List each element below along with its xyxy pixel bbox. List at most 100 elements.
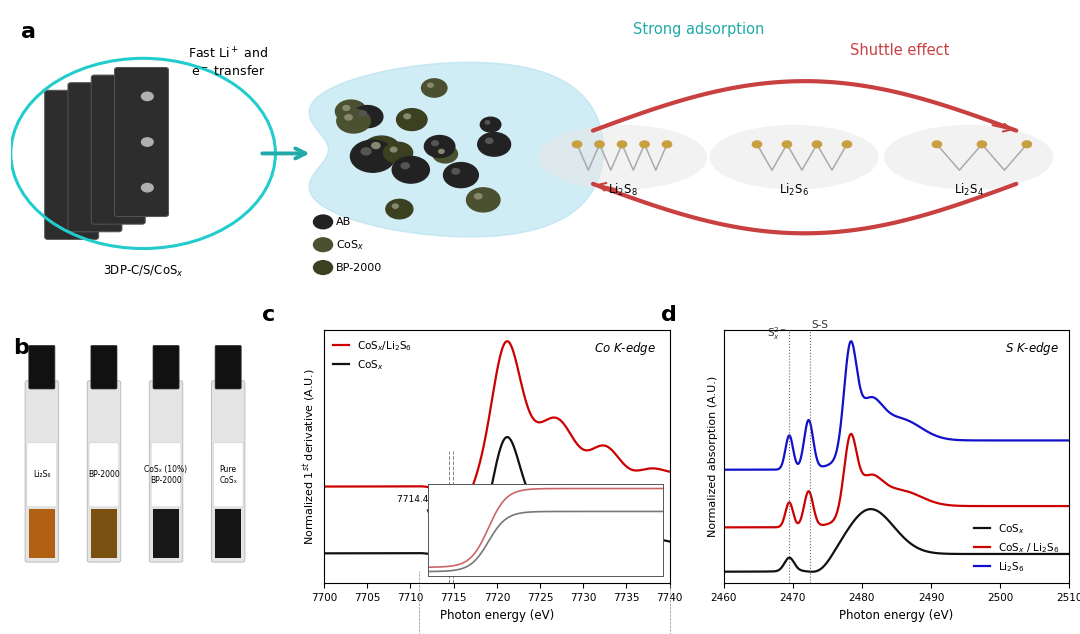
Line: CoS$_x$/Li$_2$S$_6$: CoS$_x$/Li$_2$S$_6$	[324, 341, 678, 510]
CoS$_x$	[501, 433, 514, 441]
FancyBboxPatch shape	[213, 443, 243, 507]
Circle shape	[1022, 141, 1031, 148]
Line: CoS$_x$: CoS$_x$	[724, 509, 1076, 572]
Circle shape	[451, 169, 460, 174]
Circle shape	[313, 215, 333, 229]
CoS$_x$ / Li$_2$S$_6$	[717, 524, 730, 531]
Circle shape	[392, 157, 430, 183]
CoS$_x$	[864, 505, 877, 513]
Bar	[29, 509, 55, 558]
CoS$_x$ / Li$_2$S$_6$	[845, 430, 858, 437]
Circle shape	[662, 141, 672, 148]
CoS$_x$/Li$_2$S$_6$	[357, 482, 370, 490]
Circle shape	[141, 92, 153, 101]
Ellipse shape	[538, 125, 707, 190]
Text: S$_x^{2-}$: S$_x^{2-}$	[767, 325, 787, 342]
Circle shape	[118, 100, 130, 108]
Text: AB: AB	[336, 217, 351, 227]
Circle shape	[361, 148, 372, 155]
CoS$_x$	[806, 568, 819, 576]
CoS$_x$ / Li$_2$S$_6$	[1069, 502, 1080, 510]
Circle shape	[118, 191, 130, 200]
FancyBboxPatch shape	[68, 82, 122, 232]
X-axis label: Photon energy (eV): Photon energy (eV)	[839, 609, 954, 621]
Circle shape	[372, 143, 380, 148]
Circle shape	[618, 141, 626, 148]
Circle shape	[467, 188, 500, 212]
CoS$_x$/Li$_2$S$_6$	[501, 337, 514, 345]
Li$_2$S$_6$	[1041, 437, 1054, 444]
CoS$_x$/Li$_2$S$_6$	[469, 474, 482, 482]
Circle shape	[141, 183, 153, 192]
Circle shape	[383, 142, 413, 163]
CoS$_x$	[973, 550, 986, 558]
Circle shape	[396, 108, 427, 131]
Legend: CoS$_x$/Li$_2$S$_6$, CoS$_x$: CoS$_x$/Li$_2$S$_6$, CoS$_x$	[329, 335, 417, 376]
CoS$_x$ / Li$_2$S$_6$	[865, 470, 878, 478]
Circle shape	[485, 120, 489, 124]
Text: d: d	[661, 304, 677, 325]
Li$_2$S$_6$	[865, 393, 878, 401]
Text: CoS$_x$: CoS$_x$	[336, 238, 364, 252]
Circle shape	[639, 141, 649, 148]
FancyBboxPatch shape	[91, 346, 117, 389]
CoS$_x$/Li$_2$S$_6$	[379, 482, 392, 490]
Li$_2$S$_6$	[717, 466, 730, 474]
X-axis label: Photon energy (eV): Photon energy (eV)	[440, 609, 554, 621]
CoS$_x$	[868, 506, 881, 514]
CoS$_x$	[885, 520, 897, 527]
Circle shape	[977, 141, 986, 148]
Bar	[153, 509, 179, 558]
Ellipse shape	[885, 125, 1053, 190]
Y-axis label: Normalized 1$^{st}$ derivative (A.U.): Normalized 1$^{st}$ derivative (A.U.)	[301, 368, 319, 545]
Li$_2$S$_6$	[885, 410, 897, 418]
Circle shape	[932, 141, 942, 148]
FancyBboxPatch shape	[29, 346, 55, 389]
Text: CoSₓ (10%)
BP-2000: CoSₓ (10%) BP-2000	[145, 465, 188, 484]
CoS$_x$ / Li$_2$S$_6$	[973, 502, 986, 510]
Text: S $K$-edge: S $K$-edge	[1004, 340, 1058, 357]
CoS$_x$	[865, 505, 878, 513]
CoS$_x$	[717, 568, 730, 576]
CoS$_x$	[665, 538, 678, 546]
CoS$_x$ / Li$_2$S$_6$	[868, 471, 881, 479]
Circle shape	[474, 193, 482, 199]
Circle shape	[391, 147, 396, 152]
Circle shape	[486, 138, 492, 143]
Text: Li$_2$S$_8$: Li$_2$S$_8$	[608, 182, 637, 198]
Li$_2$S$_6$	[868, 394, 881, 402]
Text: Co $K$-edge: Co $K$-edge	[594, 340, 656, 357]
Circle shape	[141, 138, 153, 146]
Circle shape	[336, 100, 366, 122]
Circle shape	[481, 117, 501, 132]
CoS$_x$	[357, 550, 370, 557]
Line: Li$_2$S$_6$: Li$_2$S$_6$	[724, 341, 1076, 470]
Circle shape	[313, 261, 333, 275]
Li$_2$S$_6$	[845, 337, 858, 345]
Circle shape	[392, 204, 399, 209]
Circle shape	[782, 141, 792, 148]
CoS$_x$	[379, 550, 392, 557]
Circle shape	[71, 160, 83, 169]
Bar	[215, 509, 241, 558]
FancyBboxPatch shape	[87, 381, 121, 562]
Bar	[91, 509, 117, 558]
Text: Shuttle effect: Shuttle effect	[850, 42, 949, 58]
Circle shape	[343, 105, 350, 110]
CoS$_x$	[454, 567, 467, 574]
Text: 7714.46 eV: 7714.46 eV	[397, 495, 449, 562]
Text: BP-2000: BP-2000	[336, 262, 382, 273]
Circle shape	[95, 153, 107, 162]
CoS$_x$/Li$_2$S$_6$	[672, 469, 685, 477]
FancyBboxPatch shape	[44, 90, 98, 240]
Text: 3DP-C/S/CoS$_x$: 3DP-C/S/CoS$_x$	[103, 264, 184, 279]
CoS$_x$	[450, 568, 463, 576]
CoS$_x$/Li$_2$S$_6$	[450, 506, 463, 514]
FancyBboxPatch shape	[91, 75, 145, 224]
FancyBboxPatch shape	[151, 443, 181, 507]
Y-axis label: Normalized absorption (A.U.): Normalized absorption (A.U.)	[708, 376, 718, 537]
Text: a: a	[22, 22, 37, 42]
Text: Li$_2$S$_4$: Li$_2$S$_4$	[954, 182, 984, 198]
Circle shape	[345, 115, 352, 120]
Circle shape	[352, 106, 383, 127]
